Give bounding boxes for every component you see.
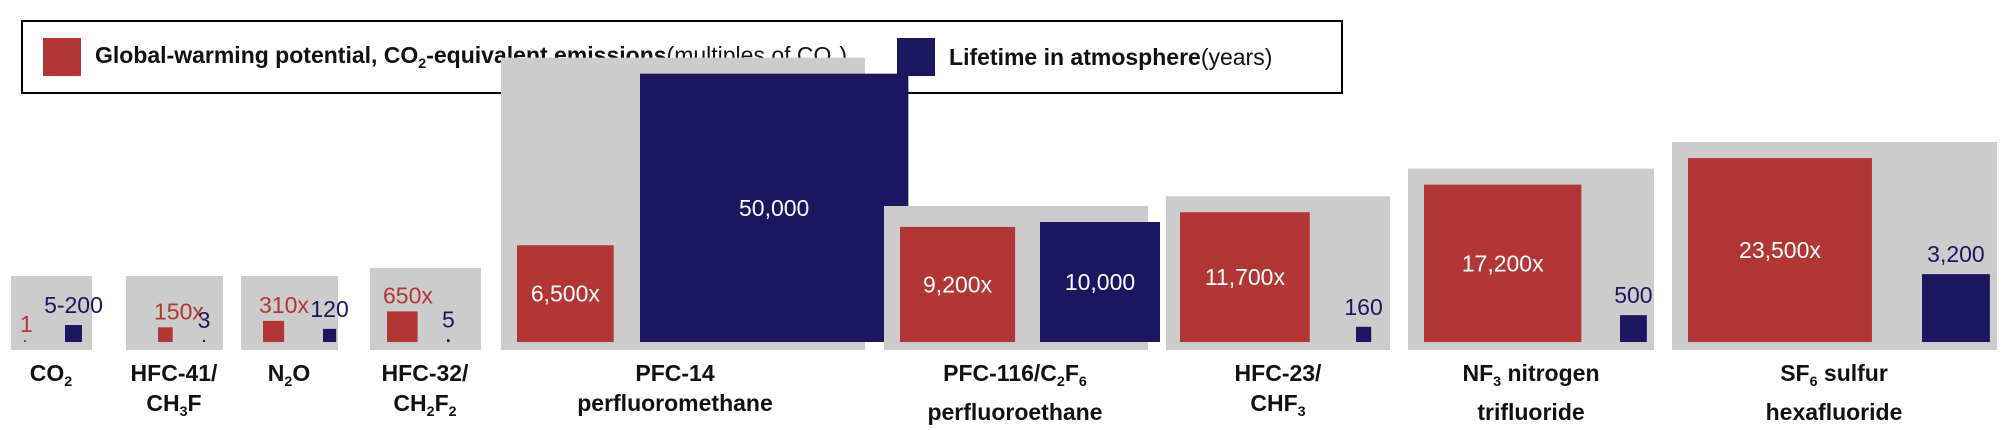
gwp-value-label-3: 650x [383,282,433,308]
legend-item-lifetime: Lifetime in atmosphere (years) [897,38,1272,76]
lifetime-value-label-1: 3 [198,307,211,333]
gwp-bar-0 [24,340,26,342]
lifetime-bar-6 [1356,326,1372,342]
gwp-value-label-5: 9,200x [923,271,993,297]
gwp-value-label-0: 1 [20,311,33,337]
category-label-1: HFC-41/CH3F [130,360,218,420]
lifetime-value-label-2: 120 [310,296,348,322]
legend-lifetime-bold: Lifetime in atmosphere [949,43,1201,70]
category-label-4: PFC-14 perfluoromethane [577,360,773,416]
category-label-7: NF3 nitrogen trifluoride [1462,360,1600,425]
lifetime-bar-0 [65,325,82,342]
gwp-value-label-2: 310x [259,292,309,318]
lifetime-value-label-0: 5-200 [44,292,103,318]
gwp-bar-3 [387,311,418,342]
panel-1 [126,276,223,350]
lifetime-bar-2 [323,328,337,342]
legend-gwp-bold: Global-warming potential, CO2-equivalent… [95,42,667,72]
category-label-3: HFC-32/CH2F2 [381,360,469,420]
lifetime-bar-4 [640,73,909,342]
gwp-bar-7 [1424,184,1582,342]
gwp-value-label-1: 150x [154,298,204,324]
panel-3 [370,268,481,350]
category-label-5: PFC-116/C2F6 perfluoroethane [927,360,1103,425]
lifetime-value-label-4: 50,000 [739,195,809,221]
gwp-bar-8 [1688,158,1872,342]
legend-lifetime-unit: (years) [1200,43,1273,70]
lifetime-bar-8 [1922,274,1990,342]
lifetime-value-label-7: 500 [1614,282,1652,308]
gwp-bar-1 [158,327,173,342]
lifetime-bar-5 [1040,222,1160,342]
lifetime-bar-7 [1620,315,1647,342]
category-label-8: SF6 sulfur hexafluoride [1765,360,1903,425]
panel-2 [241,276,338,350]
lifetime-value-label-6: 160 [1344,294,1382,320]
gwp-value-label-8: 23,500x [1739,237,1821,263]
category-label-0: CO2 [29,360,73,390]
gwp-bar-4 [517,245,614,342]
gwp-value-label-4: 6,500x [531,281,601,307]
gwp-bar-5 [900,226,1016,342]
lifetime-bar-1 [203,339,206,342]
category-label-2: N2O [267,360,311,390]
gwp-value-label-6: 11,700x [1205,264,1286,290]
gwp-bar-2 [263,320,285,342]
lifetime-value-label-5: 10,000 [1065,269,1135,295]
lifetime-value-label-8: 3,200 [1927,241,1985,267]
gwp-value-label-7: 17,200x [1462,250,1544,276]
legend-swatch-gwp [43,38,81,76]
lifetime-value-label-3: 5 [442,306,455,332]
legend-swatch-lifetime [897,38,936,76]
category-label-6: HFC-23/CHF3 [1234,360,1322,420]
lifetime-bar-3 [447,339,450,342]
gwp-bar-6 [1180,212,1310,342]
